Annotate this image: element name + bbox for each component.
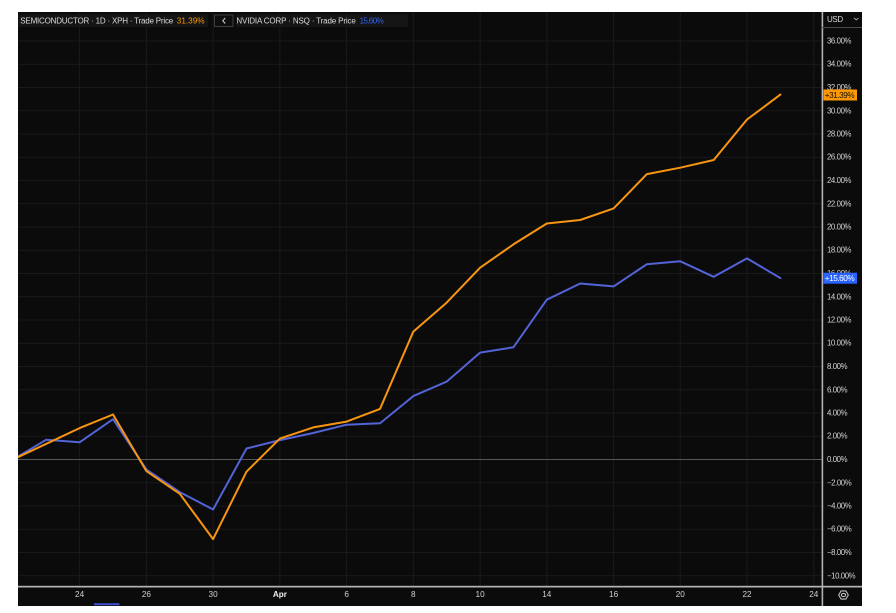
svg-text:31.39%: 31.39%	[177, 17, 205, 26]
svg-text:0.00%: 0.00%	[827, 455, 848, 464]
svg-text:30.00%: 30.00%	[827, 106, 852, 115]
svg-text:Apr: Apr	[273, 590, 288, 599]
svg-text:+31.39%: +31.39%	[825, 91, 855, 100]
svg-text:34.00%: 34.00%	[827, 60, 852, 69]
svg-text:24.00%: 24.00%	[827, 176, 852, 185]
svg-text:24: 24	[809, 590, 819, 599]
svg-text:−2.00%: −2.00%	[827, 478, 852, 487]
svg-text:12.00%: 12.00%	[827, 316, 852, 325]
svg-text:−4.00%: −4.00%	[827, 502, 852, 511]
svg-text:26.00%: 26.00%	[827, 153, 852, 162]
svg-text:16: 16	[609, 590, 619, 599]
svg-text:24: 24	[75, 590, 85, 599]
svg-text:26: 26	[142, 590, 152, 599]
svg-text:20: 20	[676, 590, 686, 599]
svg-text:−10.00%: −10.00%	[827, 571, 856, 580]
svg-text:18.00%: 18.00%	[827, 246, 852, 255]
svg-text:20.00%: 20.00%	[827, 223, 852, 232]
svg-text:6: 6	[344, 590, 349, 599]
svg-text:14: 14	[542, 590, 552, 599]
svg-text:32.00%: 32.00%	[827, 83, 852, 92]
svg-text:36.00%: 36.00%	[827, 37, 852, 46]
svg-text:2.00%: 2.00%	[827, 432, 848, 441]
svg-text:22: 22	[742, 590, 752, 599]
svg-text:USD: USD	[827, 15, 843, 24]
svg-text:SEMICONDUCTOR · 1D · XPH · Tra: SEMICONDUCTOR · 1D · XPH · Trade Price	[20, 17, 173, 26]
svg-text:+15.60%: +15.60%	[825, 274, 855, 283]
svg-text:10.00%: 10.00%	[827, 339, 852, 348]
svg-text:−8.00%: −8.00%	[827, 548, 852, 557]
svg-text:NVIDIA CORP · NSQ · Trade Pric: NVIDIA CORP · NSQ · Trade Price	[236, 17, 356, 26]
svg-text:6.00%: 6.00%	[827, 385, 848, 394]
svg-text:22.00%: 22.00%	[827, 199, 852, 208]
svg-text:15.60%: 15.60%	[360, 17, 384, 26]
svg-text:8.00%: 8.00%	[827, 362, 848, 371]
svg-text:14.00%: 14.00%	[827, 292, 852, 301]
svg-text:10: 10	[476, 590, 486, 599]
svg-text:−6.00%: −6.00%	[827, 525, 852, 534]
svg-text:30: 30	[209, 590, 219, 599]
svg-text:28.00%: 28.00%	[827, 130, 852, 139]
svg-text:8: 8	[411, 590, 416, 599]
svg-text:4.00%: 4.00%	[827, 409, 848, 418]
